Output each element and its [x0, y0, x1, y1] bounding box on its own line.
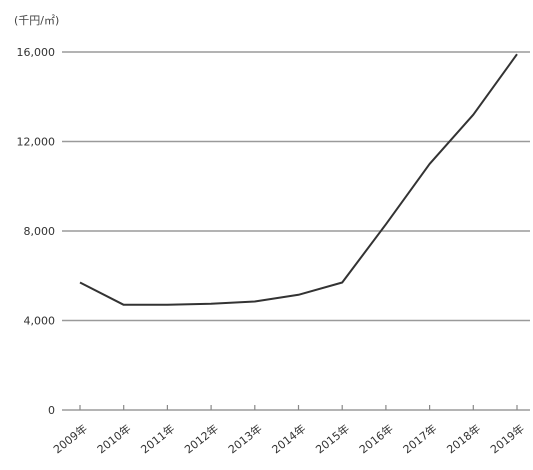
x-axis [62, 405, 530, 411]
y-tick-label: 12,000 [17, 136, 56, 149]
x-tick-label: 2018年 [444, 421, 483, 456]
x-tick-labels: 2009年 2010年 2011年 2012年 2013年 2014年 2015年 2016年… [50, 421, 526, 456]
x-tick-label: 2017年 [400, 421, 439, 456]
y-axis-unit-label: (千円/㎡) [14, 14, 59, 27]
x-tick-label: 2012年 [182, 421, 221, 456]
x-tick-label: 2013年 [225, 421, 264, 456]
x-tick-label: 2011年 [138, 421, 177, 456]
y-tick-label: 4,000 [24, 315, 56, 328]
x-tick-label: 2015年 [313, 421, 352, 456]
y-tick-labels: 0 4,000 8,000 12,000 16,000 [17, 46, 56, 417]
x-tick-label: 2010年 [94, 421, 133, 456]
y-gridlines [62, 51, 530, 322]
x-tick-label: 2019年 [487, 421, 526, 456]
y-tick-label: 0 [48, 404, 55, 417]
y-tick-label: 8,000 [24, 225, 56, 238]
x-tick-label: 2009年 [50, 421, 89, 456]
series-group [79, 53, 518, 306]
x-tick-label: 2016年 [356, 421, 395, 456]
y-tick-label: 16,000 [17, 46, 56, 59]
x-tick-label: 2014年 [269, 421, 308, 456]
series-line [79, 53, 518, 306]
